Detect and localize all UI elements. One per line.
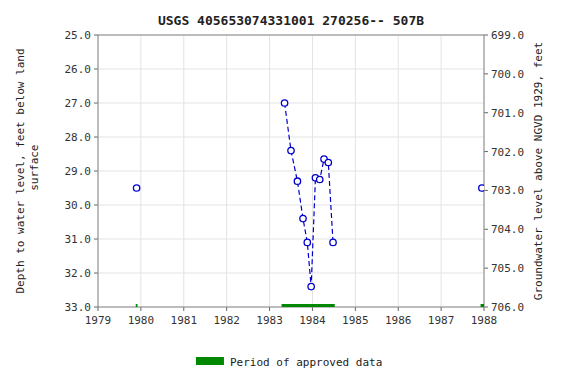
x-tick-label: 1987: [428, 314, 455, 327]
data-point: [281, 100, 287, 106]
y-tick-label: 27.0: [65, 97, 92, 110]
data-point: [317, 176, 323, 182]
y2-tick: [484, 112, 488, 113]
y2-tick-label: 701.0: [491, 107, 524, 120]
y-tick-label: 31.0: [65, 233, 92, 246]
x-tick: [484, 307, 485, 311]
legend-swatch: [196, 357, 224, 365]
y-tick-label: 33.0: [65, 301, 92, 314]
y2-tick-label: 702.0: [491, 146, 524, 159]
x-tick-label: 1985: [342, 314, 369, 327]
chart: 1979 1980 1981 1982 1983 1984 1985 1986 1987 1988…: [0, 0, 576, 384]
data-point: [294, 178, 300, 184]
y-grid-line: [98, 69, 484, 70]
plot-frame: [98, 35, 484, 307]
y-axis-label: Depth to water level, feet below land su…: [14, 48, 41, 293]
x-tick-label: 1981: [171, 314, 198, 327]
legend: Period of approved data: [196, 356, 382, 369]
y2-tick-label: 700.0: [491, 68, 524, 81]
x-tick: [398, 307, 399, 311]
y-tick: [94, 35, 98, 36]
y-tick-label: 30.0: [65, 199, 92, 212]
y-tick: [94, 69, 98, 70]
y-grid-line: [98, 239, 484, 240]
y2-tick-label: 706.0: [491, 301, 524, 314]
y2-tick-label: 699.0: [491, 29, 524, 42]
x-tick: [312, 307, 313, 311]
x-tick-label: 1984: [299, 314, 326, 327]
x-tick: [355, 307, 356, 311]
y-tick: [94, 171, 98, 172]
x-tick: [140, 307, 141, 311]
y2-axis-label: Groundwater level above NGVD 1929, feet: [532, 42, 545, 300]
data-point: [325, 159, 331, 165]
data-point: [288, 147, 294, 153]
y2-tick: [484, 268, 488, 269]
x-tick: [441, 307, 442, 311]
y2-tick-label: 705.0: [491, 262, 524, 275]
x-tick-label: 1980: [128, 314, 155, 327]
grid: [98, 35, 484, 307]
y-axis-label-line: Depth to water level, feet below land: [14, 48, 27, 293]
y2-tick: [484, 151, 488, 152]
y-tick: [94, 137, 98, 138]
y-tick-label: 32.0: [65, 267, 92, 280]
y-tick: [94, 205, 98, 206]
approved-period-bar: [481, 304, 484, 307]
data-point: [479, 185, 484, 191]
x-tick: [183, 307, 184, 311]
y2-tick: [484, 35, 488, 36]
x-tick-label: 1979: [85, 314, 112, 327]
y-tick: [94, 239, 98, 240]
data-point: [308, 283, 314, 289]
axes: 1979 1980 1981 1982 1983 1984 1985 1986 1987 1988…: [65, 29, 525, 327]
y-tick-label: 25.0: [65, 29, 92, 42]
x-tick: [226, 307, 227, 311]
y-grid-line: [98, 273, 484, 274]
y-tick: [94, 103, 98, 104]
y2-tick: [484, 73, 488, 74]
y-tick-label: 28.0: [65, 131, 92, 144]
y2-tick-label: 703.0: [491, 184, 524, 197]
y-axis-label-line: surface: [28, 145, 41, 198]
y2-tick: [484, 190, 488, 191]
y2-tick-label: 704.0: [491, 223, 524, 236]
y-tick: [94, 273, 98, 274]
data-point: [300, 215, 306, 221]
x-tick-label: 1983: [256, 314, 283, 327]
background: [0, 0, 576, 384]
y-tick: [94, 307, 98, 308]
y-grid-line: [98, 137, 484, 138]
y2-tick: [484, 307, 488, 308]
x-tick-label: 1986: [385, 314, 412, 327]
plot-data: [133, 100, 484, 307]
x-tick-label: 1982: [213, 314, 240, 327]
title: USGS 405653074331001 270256-- 507B: [158, 13, 424, 28]
line-segment: [285, 103, 333, 287]
approved-period-bar: [282, 304, 335, 307]
data-point: [304, 239, 310, 245]
y-grid-line: [98, 205, 484, 206]
y-grid-line: [98, 103, 484, 104]
y-tick-label: 29.0: [65, 165, 92, 178]
approved-period-bar: [136, 304, 138, 307]
data-point: [330, 239, 336, 245]
y-grid-line: [98, 171, 484, 172]
x-tick: [98, 307, 99, 311]
y2-tick: [484, 229, 488, 230]
data-point: [133, 185, 139, 191]
x-tick: [269, 307, 270, 311]
legend-label: Period of approved data: [230, 356, 382, 369]
x-tick-label: 1988: [471, 314, 498, 327]
y-tick-label: 26.0: [65, 63, 92, 76]
